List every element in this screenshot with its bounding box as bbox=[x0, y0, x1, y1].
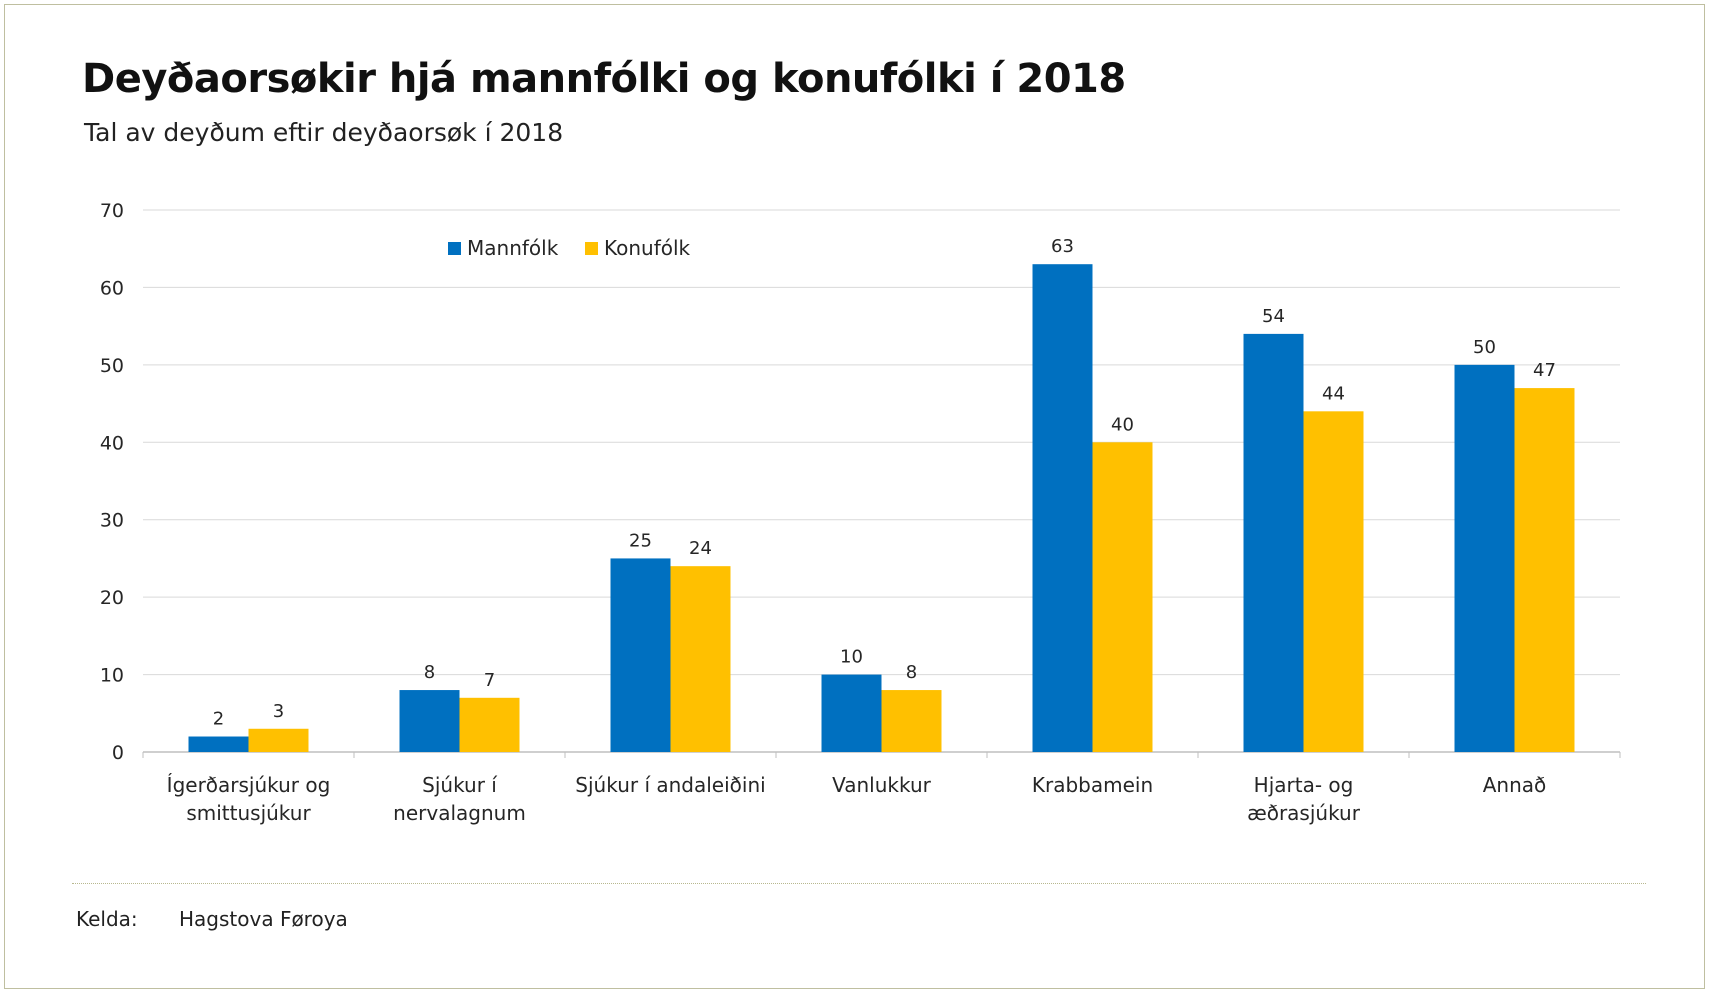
y-tick-label: 60 bbox=[100, 277, 124, 299]
bar-mannfolk bbox=[610, 558, 671, 752]
data-label: 44 bbox=[1322, 383, 1345, 404]
data-label: 63 bbox=[1051, 236, 1074, 257]
y-tick-label: 50 bbox=[100, 355, 124, 377]
y-tick-label: 30 bbox=[100, 510, 124, 532]
legend-swatch-mannfolk bbox=[448, 242, 461, 255]
y-tick-label: 40 bbox=[100, 432, 124, 454]
bar-mannfolk bbox=[188, 736, 249, 752]
data-label: 50 bbox=[1473, 337, 1496, 358]
x-tick-label: Vanlukkur bbox=[832, 773, 932, 797]
source-value: Hagstova Føroya bbox=[179, 907, 348, 931]
bar-mannfolk bbox=[821, 674, 882, 752]
x-tick-label: Ígerðarsjúkur og smittusjúkur bbox=[167, 773, 331, 825]
data-label: 7 bbox=[484, 670, 495, 691]
data-label: 2 bbox=[213, 709, 224, 730]
chart-frame bbox=[4, 4, 1705, 989]
data-label: 3 bbox=[273, 701, 284, 722]
bar-konufolk bbox=[248, 728, 309, 752]
bar-mannfolk bbox=[399, 690, 460, 752]
data-label: 25 bbox=[629, 530, 652, 551]
bar-konufolk bbox=[459, 697, 520, 752]
data-label: 8 bbox=[424, 662, 435, 683]
x-tick-label: Sjúkur í andaleiðini bbox=[575, 773, 765, 797]
bar-konufolk bbox=[1303, 411, 1364, 752]
source-label: Kelda: bbox=[76, 907, 138, 931]
bar-konufolk bbox=[1514, 388, 1575, 752]
data-label: 47 bbox=[1533, 360, 1556, 381]
bar-mannfolk bbox=[1243, 333, 1304, 752]
bar-konufolk bbox=[881, 690, 942, 752]
data-label: 40 bbox=[1111, 414, 1134, 435]
x-tick-label: Sjúkur í nervalagnum bbox=[393, 773, 526, 825]
data-label: 24 bbox=[689, 538, 712, 559]
footer-divider bbox=[72, 883, 1646, 884]
chart-subtitle: Tal av deyðum eftir deyðaorsøk í 2018 bbox=[84, 118, 564, 147]
y-tick-label: 0 bbox=[112, 742, 124, 764]
bar-mannfolk bbox=[1032, 264, 1093, 752]
data-label: 8 bbox=[906, 662, 917, 683]
y-tick-label: 10 bbox=[100, 665, 124, 687]
x-tick-label: Krabbamein bbox=[1032, 773, 1153, 797]
y-tick-label: 70 bbox=[100, 200, 124, 222]
data-label: 54 bbox=[1262, 306, 1285, 327]
bar-mannfolk bbox=[1454, 364, 1515, 752]
x-tick-label: Hjarta- og æðrasjúkur bbox=[1247, 773, 1361, 825]
bar-konufolk bbox=[670, 566, 731, 752]
chart-title: Deyðaorsøkir hjá mannfólki og konufólki … bbox=[82, 56, 1126, 102]
data-label: 10 bbox=[840, 647, 863, 668]
legend-swatch-konufolk bbox=[585, 242, 598, 255]
legend-label-mannfolk: Mannfólk bbox=[467, 236, 559, 260]
x-tick-label: Annað bbox=[1483, 773, 1547, 797]
y-tick-label: 20 bbox=[100, 587, 124, 609]
legend-label-konufolk: Konufólk bbox=[604, 236, 691, 260]
bar-konufolk bbox=[1092, 442, 1153, 752]
